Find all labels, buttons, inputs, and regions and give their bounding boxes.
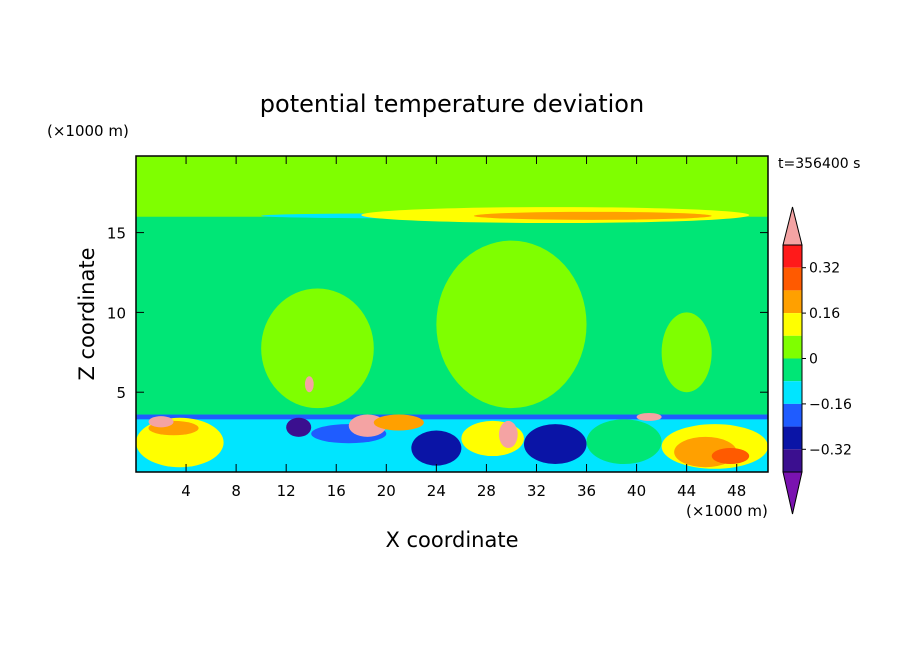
contour-region-bl-red-3	[711, 448, 750, 465]
colorbar-segment	[783, 245, 802, 268]
x-tick-label: 24	[427, 482, 446, 500]
contour-region-upper-pink-blob	[304, 376, 314, 393]
contour-region-bl-navy-1	[286, 417, 312, 437]
colorbar: 0.32 0.16 0 −0.16 −0.32	[782, 206, 852, 515]
colorbar-segment	[783, 426, 802, 450]
colorbar-segment	[783, 358, 802, 382]
contour-region-bl-green-3	[586, 419, 662, 465]
colorbar-label: 0.32	[809, 261, 840, 277]
x-unit-label: (×1000 m)	[686, 502, 768, 520]
x-tick-label: 48	[727, 482, 746, 500]
colorbar-segment	[783, 290, 802, 314]
contour-region-bl-pink-1	[148, 416, 174, 428]
x-tick-label: 36	[577, 482, 596, 500]
time-label: t=356400 s	[778, 156, 860, 172]
contour-region-bl-pink-4	[636, 412, 662, 421]
y-axis-label: Z coordinate	[75, 247, 99, 380]
contour-region-bl-orange-2	[373, 414, 424, 431]
colorbar-segment	[783, 403, 802, 427]
y-tick-label: 15	[107, 225, 126, 243]
y-tick-label: 5	[116, 384, 126, 402]
colorbar-bottom-triangle	[782, 471, 803, 515]
contour-region-boundary-blue	[136, 414, 768, 420]
plot-area	[136, 156, 768, 472]
x-tick-label: 16	[327, 482, 346, 500]
x-axis-ticks: 4 8 12 16 20 24 28 32 36 40 44 48	[181, 156, 746, 500]
colorbar-segment	[783, 449, 802, 472]
x-tick-label: 32	[527, 482, 546, 500]
y-axis-ticks: 5 10 15	[107, 225, 768, 402]
colorbar-segment	[783, 267, 802, 291]
y-unit-label: (×1000 m)	[47, 122, 129, 140]
plot-frame	[135, 155, 769, 473]
colorbar-label: 0.16	[809, 306, 840, 322]
colorbar-segment	[783, 381, 802, 404]
colorbar-segment	[783, 335, 802, 359]
colorbar-label: −0.16	[809, 397, 852, 413]
x-tick-label: 12	[277, 482, 296, 500]
contour-region-bl-navy-3	[523, 424, 587, 465]
contour-region-bl-pink-3	[498, 420, 518, 449]
x-tick-label: 28	[477, 482, 496, 500]
colorbar-segment	[783, 313, 802, 336]
x-tick-label: 20	[377, 482, 396, 500]
contour-region-bl-navy-2	[411, 430, 462, 466]
contour-region-upper-bulge-mid	[436, 240, 587, 409]
x-tick-label: 40	[627, 482, 646, 500]
chart-title: potential temperature deviation	[260, 90, 644, 118]
contour-region-top-layer	[136, 156, 768, 217]
contour-region-upper-bulge-left	[261, 288, 374, 409]
x-tick-label: 4	[181, 482, 191, 500]
x-tick-label: 8	[231, 482, 241, 500]
colorbar-label: 0	[809, 352, 818, 368]
contour-region-upper-bulge-right	[661, 312, 712, 393]
colorbar-top-triangle	[782, 206, 803, 246]
contour-region-tropopause-line-orange	[473, 211, 712, 220]
colorbar-label: −0.32	[809, 442, 852, 458]
y-tick-label: 10	[107, 304, 126, 322]
x-tick-label: 44	[677, 482, 696, 500]
x-axis-label: X coordinate	[385, 528, 518, 552]
